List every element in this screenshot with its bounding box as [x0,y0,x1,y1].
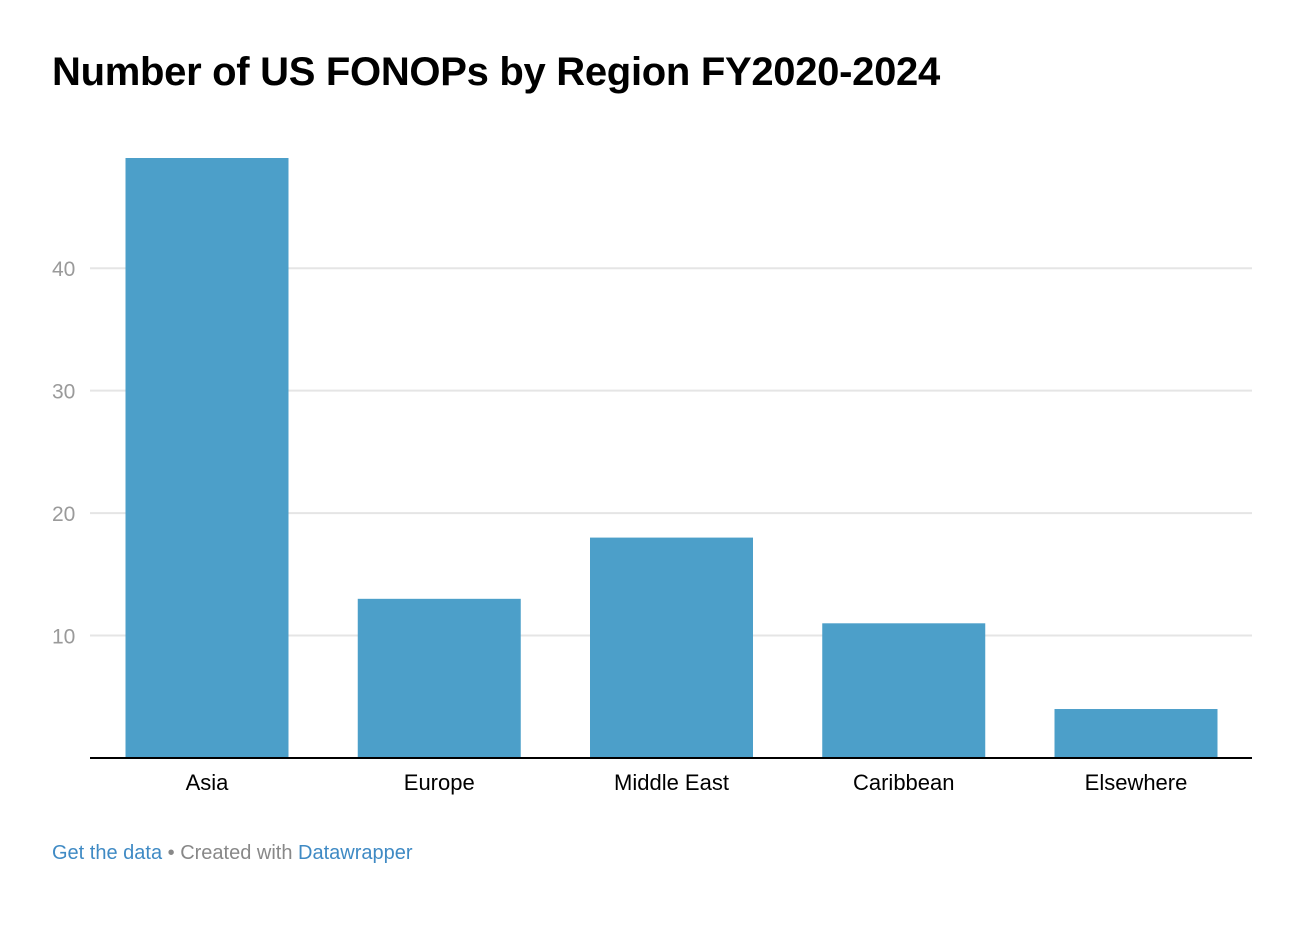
get-the-data-link[interactable]: Get the data [52,842,163,864]
bar-elsewhere [1054,709,1218,758]
bars [125,158,1218,758]
bar-chart: 10 20 30 40 Asia Europe Middle East Caribbean E… [52,158,1252,795]
chart-footer: Get the data • Created with Datawrapper [52,842,413,865]
x-tick-label: Caribbean [853,770,955,795]
y-tick-label: 10 [52,626,75,649]
x-tick-label: Middle East [614,770,729,795]
x-tick-label: Asia [186,770,230,795]
y-axis-tick-labels: 10 20 30 40 [52,258,75,648]
y-tick-label: 20 [52,503,75,526]
x-tick-label: Elsewhere [1085,770,1188,795]
chart-title: Number of US FONOPs by Region FY2020-202… [52,50,940,94]
bar-asia [125,158,289,758]
bar-middle-east [590,537,753,758]
footer-credit-text: • Created with [162,842,299,864]
bar-europe [357,598,521,758]
datawrapper-link[interactable]: Datawrapper [298,842,413,864]
x-axis-tick-labels: Asia Europe Middle East Caribbean Elsewhere [186,770,1188,795]
y-tick-label: 30 [52,381,75,404]
x-tick-label: Europe [404,770,475,795]
y-tick-label: 40 [52,258,75,281]
bar-caribbean [822,623,986,758]
